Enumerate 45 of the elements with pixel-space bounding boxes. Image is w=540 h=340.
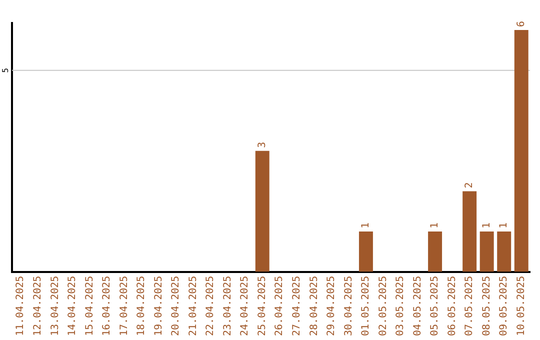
x-tick-label: 15.04.2025 <box>84 276 96 336</box>
x-tick-label: 24.04.2025 <box>240 276 251 336</box>
data-label: 3 <box>256 142 268 148</box>
x-tick-label: 17.04.2025 <box>118 276 130 336</box>
bar <box>497 232 512 272</box>
x-tick-label: 26.04.2025 <box>274 276 286 336</box>
x-tick-label: 09.05.2025 <box>498 276 510 336</box>
x-tick-label: 29.04.2025 <box>326 276 338 336</box>
x-tick-label: 03.05.2025 <box>395 276 406 336</box>
x-tick-label: 27.04.2025 <box>291 276 302 336</box>
bar <box>358 232 373 272</box>
x-tick-label: 20.04.2025 <box>170 276 182 336</box>
x-tick-label: 08.05.2025 <box>481 276 492 336</box>
data-label: 2 <box>464 182 476 188</box>
x-tick-label: 04.05.2025 <box>412 276 424 336</box>
x-tick-label: 30.04.2025 <box>343 276 354 336</box>
x-tick-label: 22.04.2025 <box>205 276 216 336</box>
x-tick-label: 14.04.2025 <box>67 276 78 336</box>
x-tick-label: 07.05.2025 <box>464 276 476 336</box>
x-tick-label: 25.04.2025 <box>256 276 268 336</box>
bar <box>428 232 442 272</box>
x-tick-label: 21.04.2025 <box>188 276 199 336</box>
x-tick-label: 18.04.2025 <box>136 276 148 336</box>
x-tick-label: 13.04.2025 <box>50 276 61 336</box>
data-label: 1 <box>481 222 492 229</box>
bar <box>462 191 477 272</box>
data-label: 6 <box>516 21 527 28</box>
x-tick-label: 01.05.2025 <box>360 276 372 336</box>
x-tick-label: 28.04.2025 <box>308 276 320 336</box>
x-tick-label: 16.04.2025 <box>102 276 113 336</box>
ref-line-label: 5 <box>1 68 10 73</box>
bar <box>255 150 270 272</box>
bar <box>480 232 494 272</box>
data-label: 1 <box>360 222 372 229</box>
x-tick-label: 19.04.2025 <box>153 276 164 336</box>
x-tick-label: 23.04.2025 <box>222 276 234 336</box>
bar <box>514 30 528 272</box>
data-label: 1 <box>430 222 441 229</box>
x-tick-label: 10.05.2025 <box>516 276 527 336</box>
x-tick-label: 02.05.2025 <box>378 276 389 336</box>
x-tick-label: 06.05.2025 <box>446 276 458 336</box>
x-tick-label: 05.05.2025 <box>430 276 441 336</box>
x-tick-label: 12.04.2025 <box>32 276 44 336</box>
x-tick-label: 11.04.2025 <box>15 276 26 336</box>
data-label: 1 <box>498 222 510 229</box>
